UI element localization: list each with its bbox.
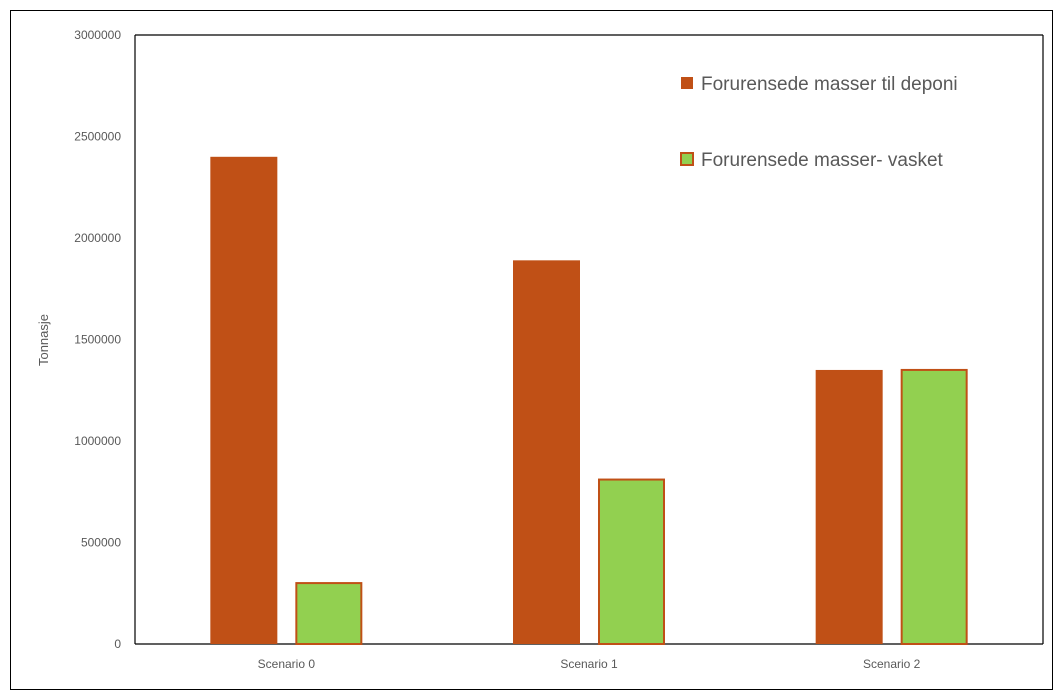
- legend-swatch-series-2: [680, 152, 694, 166]
- bar-series-1-scenario-2: [815, 369, 883, 644]
- y-tick-labels: 0 500000 1000000 1500000 2000000 2500000 30000…: [74, 28, 121, 651]
- bar-series-2-scenario-0: [295, 582, 363, 646]
- bar-series-1-scenario-1: [513, 260, 580, 644]
- x-tick-label: Scenario 1: [560, 657, 618, 671]
- bars: [210, 156, 968, 646]
- bar-series-2-scenario-2: [900, 368, 968, 645]
- legend: Forurensede masser til deponi Forurensed…: [680, 74, 958, 171]
- bar-series-1-scenario-0: [210, 156, 278, 645]
- x-tick-labels: Scenario 0 Scenario 1 Scenario 2: [258, 657, 921, 671]
- y-tick-label: 1500000: [74, 333, 121, 347]
- x-tick-label: Scenario 0: [258, 657, 316, 671]
- y-tick-label: 1000000: [74, 434, 121, 448]
- y-tick-label: 2000000: [74, 231, 121, 245]
- legend-swatch-series-1: [681, 77, 693, 89]
- bar-series-2-scenario-1: [598, 478, 665, 645]
- y-tick-label: 500000: [81, 536, 121, 550]
- y-tick-label: 3000000: [74, 28, 121, 42]
- legend-label-series-2: Forurensede masser- vasket: [701, 150, 944, 171]
- legend-label-series-1: Forurensede masser til deponi: [701, 74, 958, 95]
- y-tick-label: 2500000: [74, 130, 121, 144]
- x-tick-label: Scenario 2: [863, 657, 921, 671]
- y-axis-title: Tonnasje: [36, 314, 51, 366]
- y-tick-label: 0: [114, 637, 121, 651]
